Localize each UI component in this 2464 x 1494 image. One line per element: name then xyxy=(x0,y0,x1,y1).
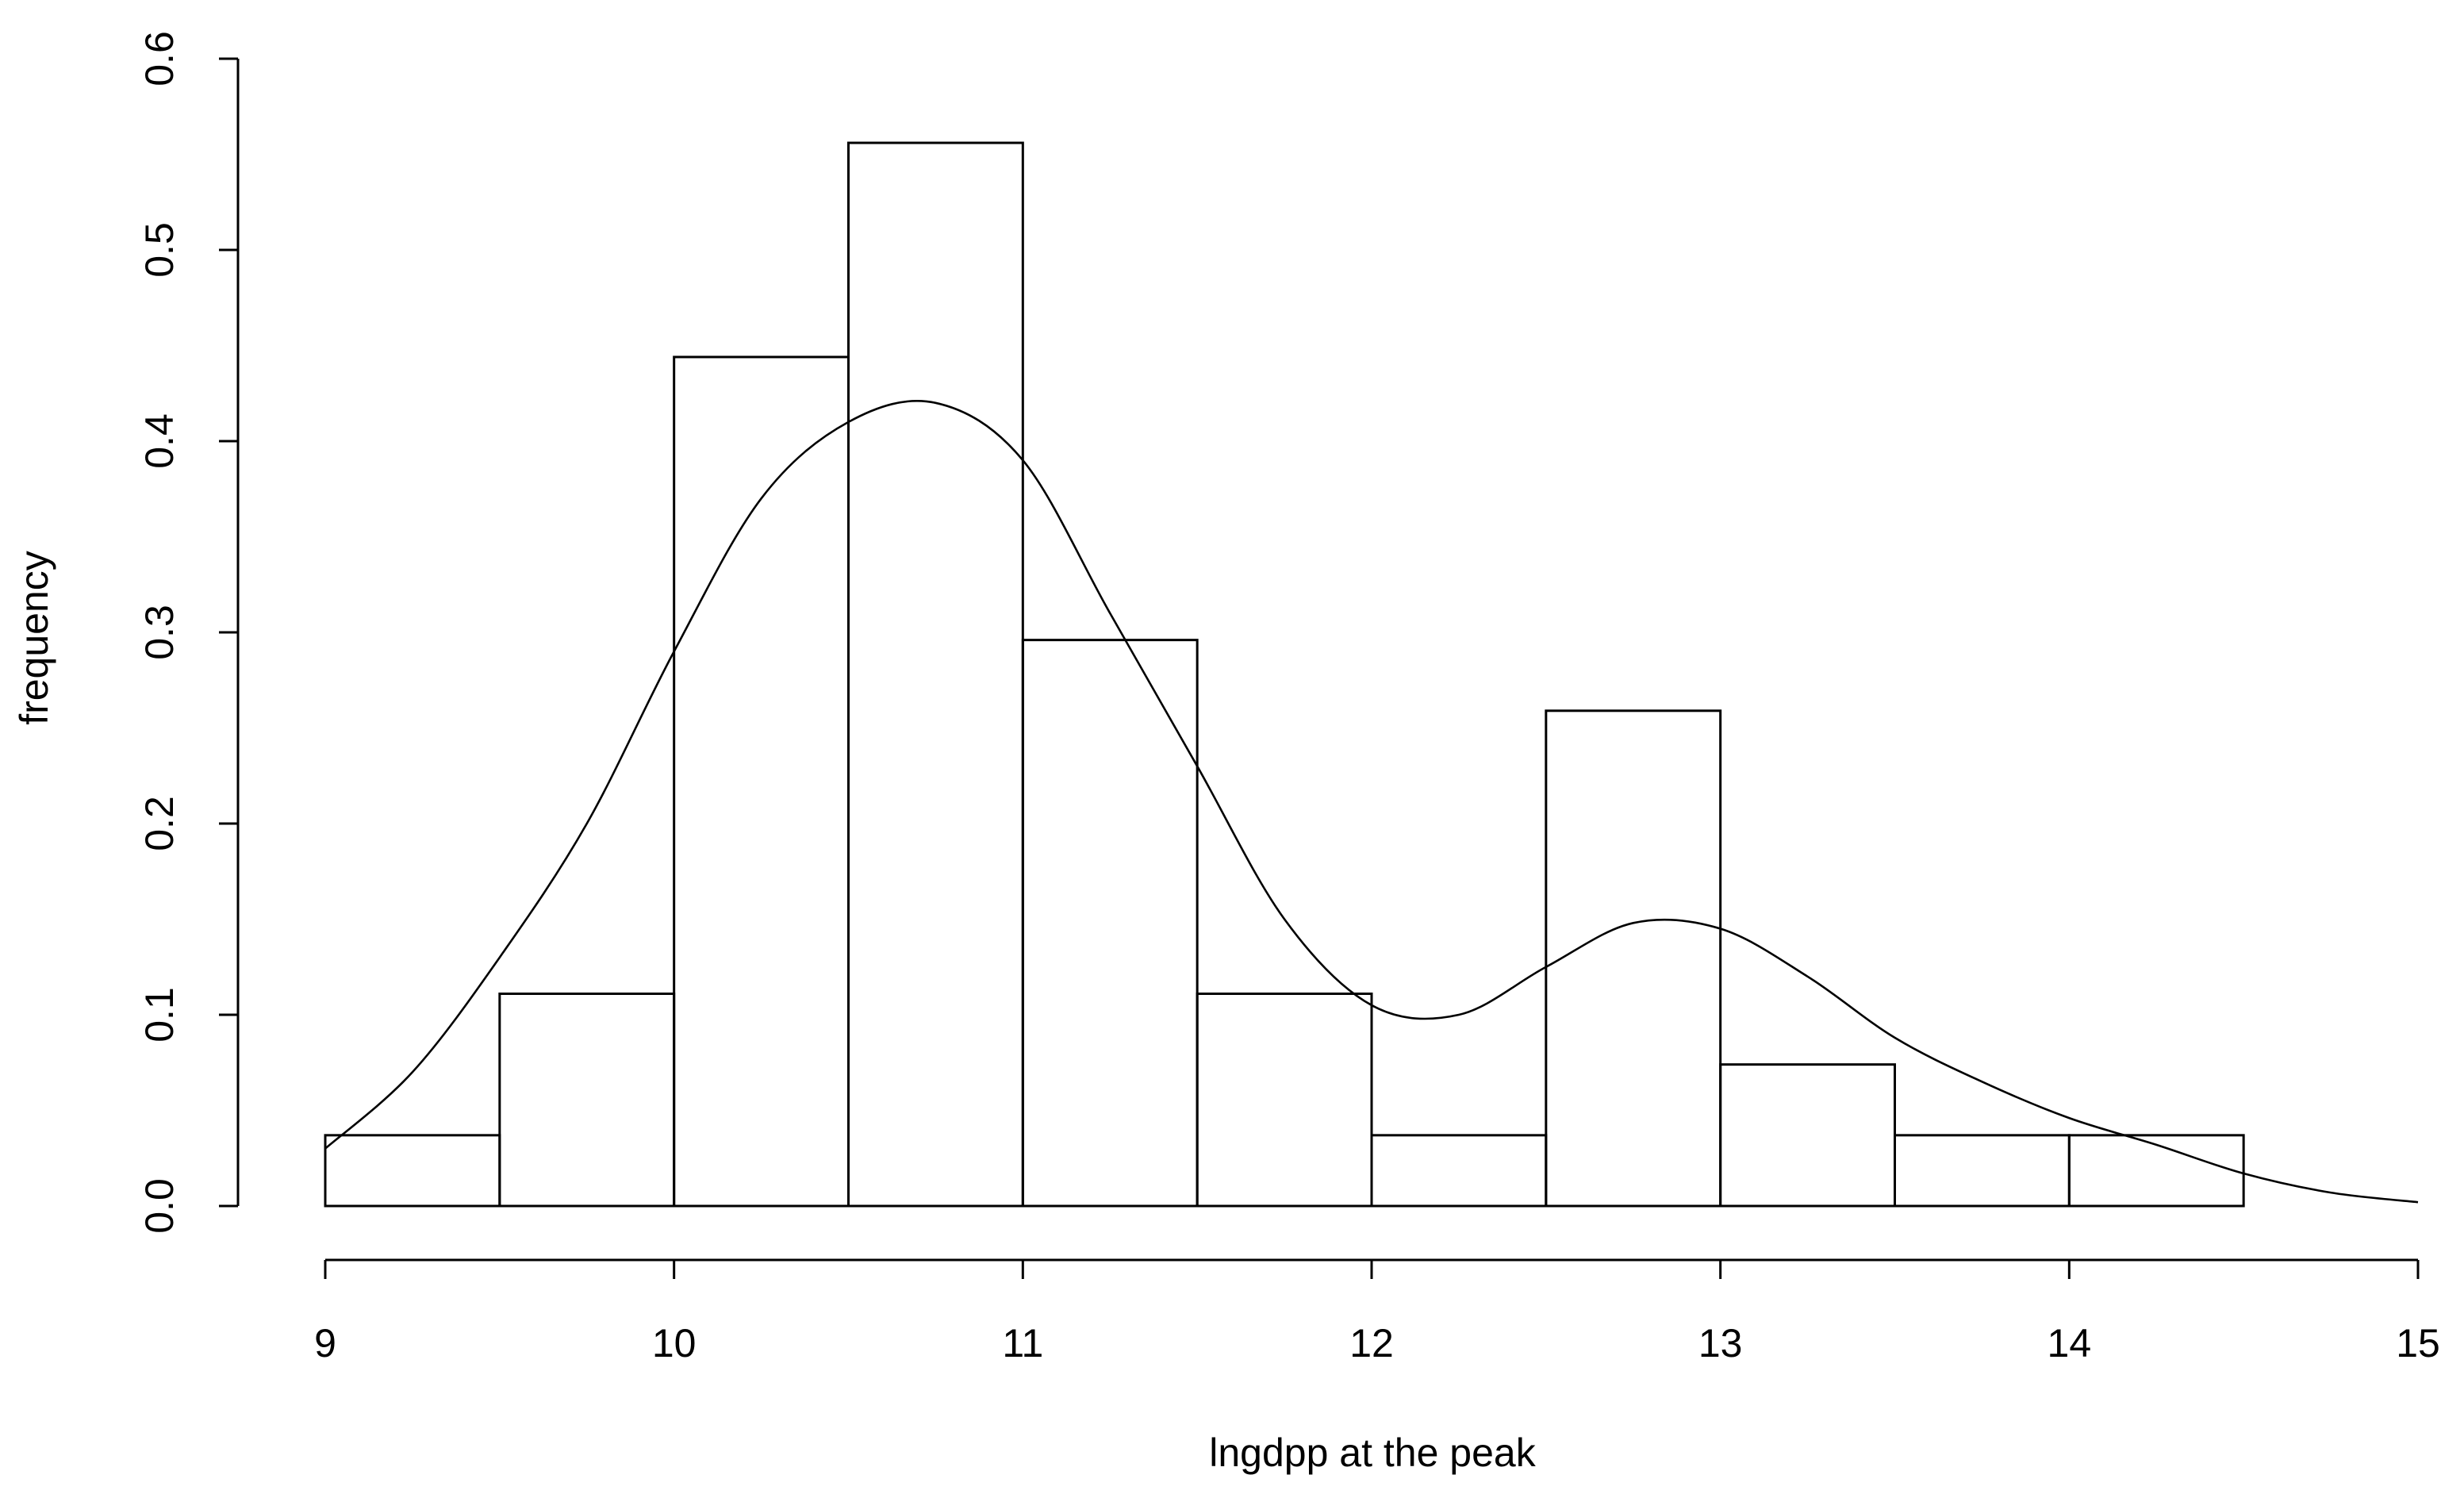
histogram-bars xyxy=(324,141,2245,1208)
histogram-bar-1 xyxy=(324,1134,501,1208)
x-axis: 9 10 11 12 13 14 15 xyxy=(314,1258,2440,1365)
y-tick-label: 0.5 xyxy=(137,222,182,278)
histogram-bar-3 xyxy=(673,355,850,1208)
y-tick-label: 0.4 xyxy=(137,413,182,469)
y-tick-label: 0.6 xyxy=(137,31,182,86)
y-tick-label: 0.1 xyxy=(137,987,182,1043)
x-tick-label: 9 xyxy=(314,1321,336,1365)
density-curve xyxy=(324,400,2419,1204)
histogram-bar-5 xyxy=(1021,639,1199,1208)
y-tick-label: 0.3 xyxy=(137,605,182,660)
histogram-bar-9 xyxy=(1719,1063,1897,1208)
histogram-bar-8 xyxy=(1545,709,1722,1208)
y-axis-label: frequency xyxy=(12,551,56,725)
x-tick-label: 15 xyxy=(2396,1321,2440,1365)
histogram-bar-2 xyxy=(498,992,676,1208)
y-axis: 0.0 0.1 0.2 0.3 0.4 0.5 0.6 xyxy=(137,31,240,1234)
histogram-bar-11 xyxy=(2067,1134,2245,1208)
histogram-bar-10 xyxy=(1894,1134,2071,1208)
x-tick-label: 14 xyxy=(2048,1321,2092,1365)
y-tick-label: 0.0 xyxy=(137,1178,182,1234)
x-axis-label: lngdpp at the peak xyxy=(1209,1431,1536,1475)
histogram-bar-4 xyxy=(847,141,1024,1208)
histogram-bar-7 xyxy=(1370,1134,1548,1208)
x-tick-label: 10 xyxy=(652,1321,697,1365)
histogram-bar-6 xyxy=(1196,992,1373,1208)
y-tick-label: 0.2 xyxy=(137,796,182,851)
x-tick-label: 12 xyxy=(1349,1321,1394,1365)
x-tick-label: 13 xyxy=(1698,1321,1743,1365)
x-tick-label: 11 xyxy=(1002,1321,1043,1365)
